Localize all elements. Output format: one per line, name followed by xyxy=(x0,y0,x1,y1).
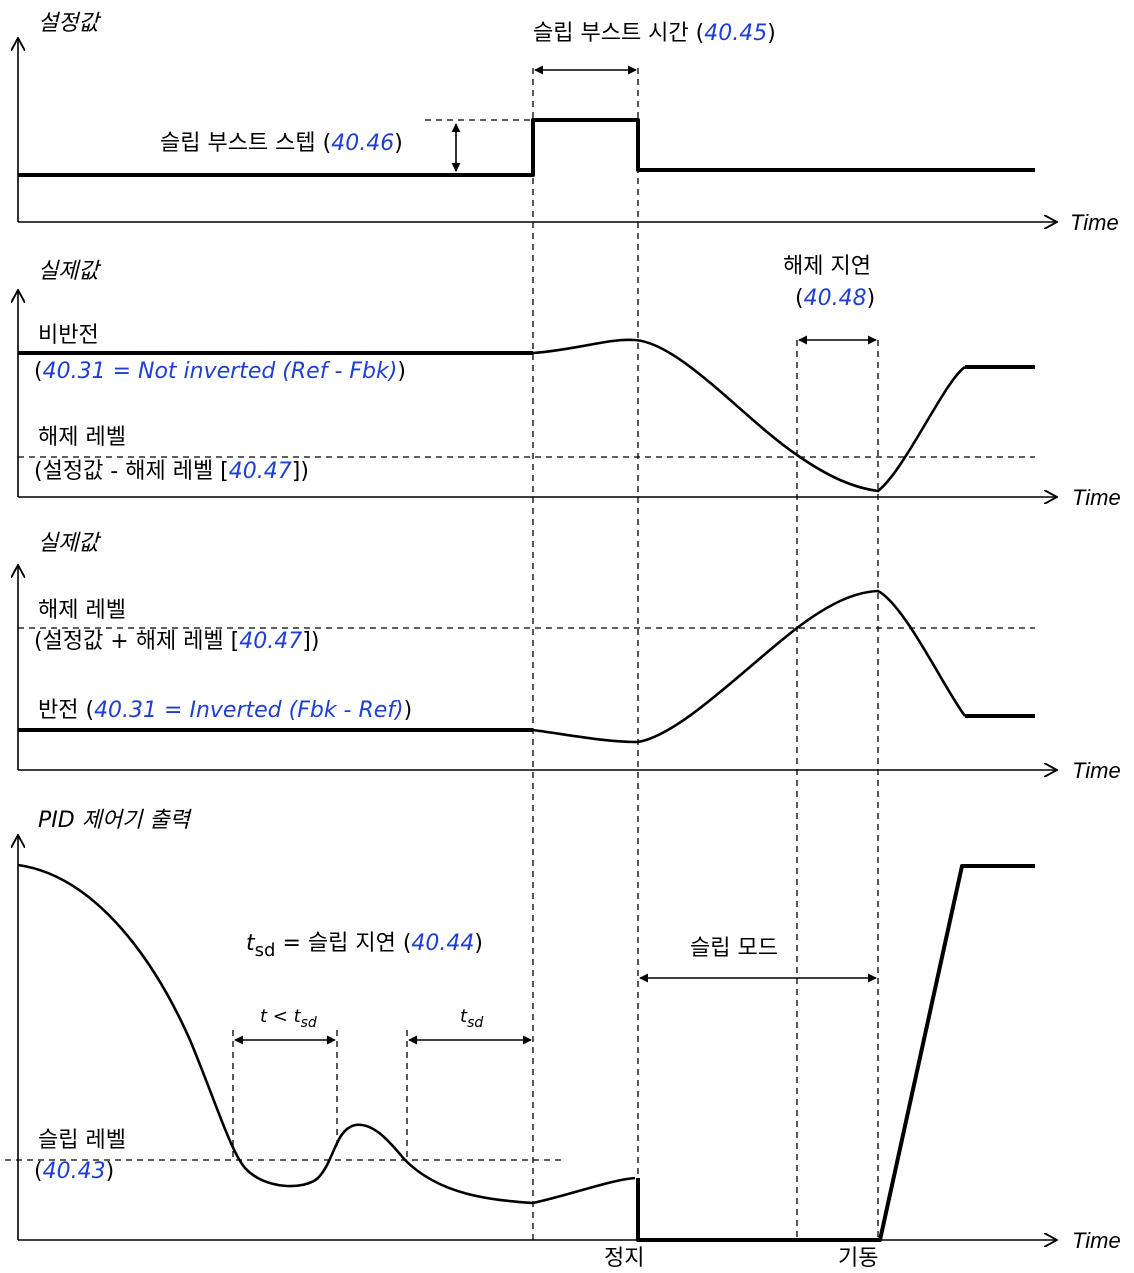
boost-time-label: 슬립 부스트 시간 (40.45) xyxy=(533,21,776,46)
time-axis-label: Time xyxy=(1072,758,1121,783)
sleep-level-label: 슬립 레벨 xyxy=(38,1128,126,1153)
guide-lines xyxy=(532,68,879,1240)
wake-level-label-1: 해제 레벨 xyxy=(38,425,126,450)
actual-title-2: 실제값 xyxy=(38,531,101,556)
actual-curve-not-inverted xyxy=(532,338,966,493)
boost-step-label: 슬립 부스트 스텝 (40.46) xyxy=(160,131,403,156)
sleep-mode-label: 슬립 모드 xyxy=(690,936,778,961)
wake-delay-param: (40.48) xyxy=(795,286,875,311)
t-less-than-tsd: t < tsd xyxy=(260,1006,317,1031)
setpoint-title: 설정값 xyxy=(38,11,101,36)
inverted-label: 반전 (40.31 = Inverted (Fbk - Ref)) xyxy=(38,698,412,723)
time-axis-label: Time xyxy=(1070,210,1119,235)
t-sd: tsd xyxy=(460,1006,483,1031)
wake-level-formula-1: (설정값 - 해제 레벨 [40.47]) xyxy=(34,459,309,484)
actual-title-1: 실제값 xyxy=(38,259,101,284)
panel-actual-not-inverted: 실제값 Time 해제 지연 (40.48) 비반전 (40.31 = Not … xyxy=(18,254,1121,510)
actual-curve-inverted xyxy=(532,589,967,744)
panel-setpoint: 설정값 Time 슬립 부스트 시간 (40.45) 슬립 부스트 스텝 (40… xyxy=(18,11,1119,235)
setpoint-signal xyxy=(18,118,1035,177)
pid-output-sleep-segment xyxy=(636,864,1035,1242)
pid-output-title: PID 제어기 출력 xyxy=(38,808,193,833)
panel-pid-output: PID 제어기 출력 Time tsd = 슬립 지연 (40.44) t < … xyxy=(5,808,1121,1271)
sleep-delay-label: tsd = 슬립 지연 (40.44) xyxy=(246,931,483,961)
time-axis-label: Time xyxy=(1072,1228,1121,1253)
time-axis-label: Time xyxy=(1072,485,1121,510)
panel-actual-inverted: 실제값 Time 해제 레벨 (설정값 + 해제 레벨 [40.47]) 반전 … xyxy=(18,531,1121,783)
wake-level-formula-2: (설정값 + 해제 레벨 [40.47]) xyxy=(34,629,319,654)
wake-level-label-2: 해제 레벨 xyxy=(38,598,126,623)
sleep-level-param: (40.43) xyxy=(34,1159,114,1184)
stop-label: 정지 xyxy=(604,1246,644,1271)
start-label: 기동 xyxy=(838,1246,878,1271)
non-inverted-param: (40.31 = Not inverted (Ref - Fbk)) xyxy=(34,359,406,384)
pid-output-curve xyxy=(17,863,636,1205)
wake-delay-label: 해제 지연 xyxy=(783,254,871,279)
non-inverted-label: 비반전 xyxy=(38,323,99,348)
